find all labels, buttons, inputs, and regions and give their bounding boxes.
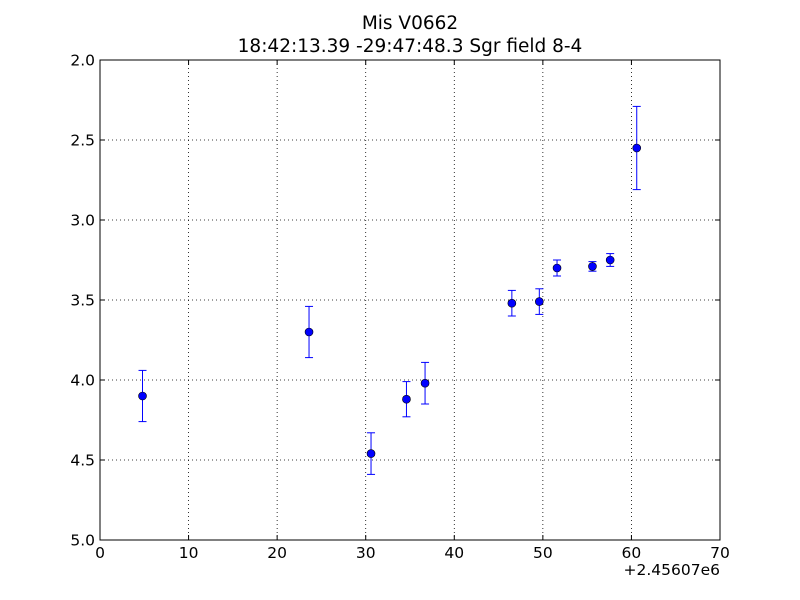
- x-tick-label: 30: [356, 544, 376, 562]
- y-tick-label: 3.5: [70, 292, 95, 310]
- x-tick-label: 10: [179, 544, 199, 562]
- data-point: [588, 262, 597, 271]
- data-point: [402, 394, 411, 404]
- y-tick-label: 4.5: [70, 452, 95, 470]
- data-point: [366, 449, 376, 458]
- x-tick-label: 60: [622, 544, 642, 562]
- data-point: [535, 297, 544, 306]
- data-point: [507, 298, 517, 308]
- tick-labels: 0 10 20 30 40 50 60 70 2.0 2.5 3.0 3.5 4.0 4.5 5.0: [70, 52, 730, 563]
- x-tick-label: 70: [710, 544, 730, 562]
- data-point: [304, 327, 314, 337]
- data-point: [605, 255, 615, 265]
- plot-frame: [99, 59, 721, 541]
- x-tick-label: 40: [444, 544, 464, 562]
- y-tick-label: 4.0: [70, 372, 95, 390]
- y-tick-label: 3.0: [70, 212, 95, 230]
- chart-subtitle: 18:42:13.39 -29:47:48.3 Sgr field 8-4: [238, 36, 583, 57]
- grid: [100, 60, 720, 540]
- data-point: [632, 143, 642, 153]
- data-point: [552, 263, 562, 273]
- data-point: [138, 391, 147, 401]
- data-point: [420, 378, 430, 388]
- x-tick-label: 0: [95, 544, 105, 562]
- y-tick-label: 2.0: [70, 52, 95, 70]
- x-tick-label: 50: [533, 544, 553, 562]
- data-markers: [138, 143, 642, 458]
- x-tick-label: 20: [267, 544, 287, 562]
- y-tick-label: 2.5: [70, 132, 95, 150]
- y-tick-label: 5.0: [70, 532, 95, 550]
- x-offset-label: +2.45607e6: [624, 561, 720, 579]
- chart-title: Mis V0662: [362, 13, 458, 34]
